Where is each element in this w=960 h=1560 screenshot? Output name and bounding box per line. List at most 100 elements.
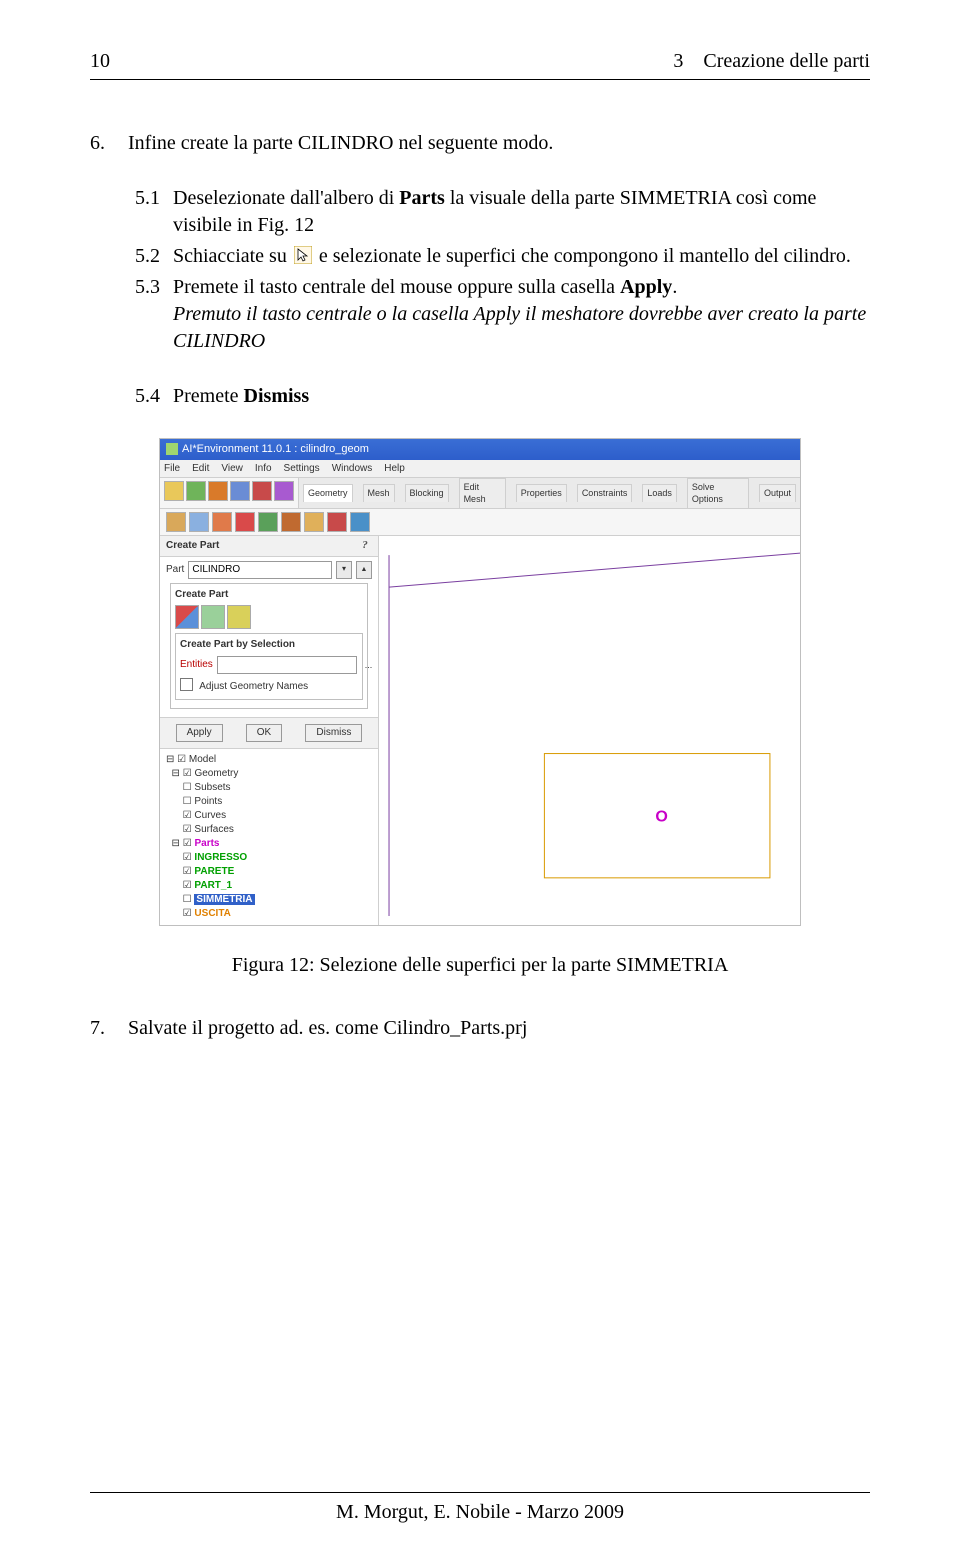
tree-surfaces[interactable]: ☑ Surfaces [166, 823, 372, 837]
item-number: 5.4 [135, 383, 173, 410]
ribbon-icon[interactable] [327, 512, 347, 532]
more-icon[interactable]: ... [365, 659, 373, 671]
up-icon[interactable]: ▲ [356, 561, 372, 579]
ribbon-icon[interactable] [166, 512, 186, 532]
ribbon-icons [160, 509, 800, 536]
tab-output[interactable]: Output [759, 484, 796, 501]
tree-uscita[interactable]: ☑ USCITA [166, 907, 372, 921]
menu-settings[interactable]: Settings [284, 462, 320, 476]
screenshot-window: AI*Environment 11.0.1 : cilindro_geom Fi… [159, 438, 801, 926]
tab-geometry[interactable]: Geometry [303, 484, 353, 501]
item-text: Premete Dismiss [173, 383, 870, 410]
model-tree: ⊟ ☑ Model ⊟ ☑ Geometry ☐ Subsets ☐ Point… [160, 748, 378, 925]
panel-body: Part ▾ ▲ Create Part [160, 557, 378, 718]
tab-solve[interactable]: Solve Options [687, 478, 749, 507]
item-number: 5.1 [135, 185, 173, 239]
tab-mesh[interactable]: Mesh [363, 484, 395, 501]
toolbar-icon[interactable] [230, 481, 250, 501]
item-5-4: 5.4 Premete Dismiss [135, 383, 870, 410]
page-header: 10 3 Creazione delle parti [90, 50, 870, 73]
ribbon-icon[interactable] [258, 512, 278, 532]
toolbar-icon[interactable] [274, 481, 294, 501]
toolbar: Geometry Mesh Blocking Edit Mesh Propert… [160, 478, 800, 508]
tree-points[interactable]: ☐ Points [166, 795, 372, 809]
canvas-svg: O [379, 536, 800, 925]
item-6: 6. Infine create la parte CILINDRO nel s… [90, 130, 870, 157]
toolbar-icon[interactable] [186, 481, 206, 501]
tree-geometry[interactable]: ⊟ ☑ Geometry [166, 767, 372, 781]
menu-file[interactable]: File [164, 462, 180, 476]
window-titlebar[interactable]: AI*Environment 11.0.1 : cilindro_geom [160, 439, 800, 460]
tool-icon[interactable] [175, 605, 199, 629]
item-text: Salvate il progetto ad. es. come Cilindr… [128, 1015, 870, 1042]
item-text: Deselezionate dall'albero di Parts la vi… [173, 185, 870, 239]
toolbar-icon[interactable] [208, 481, 228, 501]
item-7: 7. Salvate il progetto ad. es. come Cili… [90, 1015, 870, 1042]
menu-view[interactable]: View [221, 462, 243, 476]
figure-caption: Figura 12: Selezione delle superfici per… [90, 952, 870, 979]
menubar: File Edit View Info Settings Windows Hel… [160, 460, 800, 479]
tree-root[interactable]: ⊟ ☑ Model [166, 753, 372, 767]
ok-button[interactable]: OK [246, 724, 282, 742]
page: 10 3 Creazione delle parti 6. Infine cre… [0, 0, 960, 1560]
entities-row: Entities ... [180, 656, 358, 674]
create-part-box: Create Part Create Part by Selection Ent… [170, 583, 368, 710]
menu-info[interactable]: Info [255, 462, 272, 476]
svg-text:O: O [655, 807, 667, 825]
tool-icon[interactable] [227, 605, 251, 629]
page-number: 10 [90, 50, 110, 73]
subsection-title: Create Part by Selection [180, 638, 358, 652]
dropdown-icon[interactable]: ▾ [336, 561, 352, 579]
item-5-2: 5.2 Schiacciate su e selezionate le supe… [135, 243, 870, 270]
section-header: 3 Creazione delle parti [673, 50, 870, 73]
tab-properties[interactable]: Properties [516, 484, 567, 501]
tab-constraints[interactable]: Constraints [577, 484, 633, 501]
item-number: 6. [90, 130, 128, 157]
help-icon[interactable]: ? [358, 539, 372, 553]
menu-edit[interactable]: Edit [192, 462, 209, 476]
adjust-checkbox[interactable] [180, 678, 193, 691]
ribbon-icon[interactable] [212, 512, 232, 532]
item-text: Infine create la parte CILINDRO nel segu… [128, 130, 870, 157]
ribbon-icon[interactable] [350, 512, 370, 532]
toolbar-icon[interactable] [164, 481, 184, 501]
tree-ingresso[interactable]: ☑ INGRESSO [166, 851, 372, 865]
ribbon-icon[interactable] [189, 512, 209, 532]
tab-editmesh[interactable]: Edit Mesh [459, 478, 506, 507]
menu-windows[interactable]: Windows [332, 462, 373, 476]
ribbon-icon[interactable] [281, 512, 301, 532]
create-part-icons [175, 605, 363, 629]
tree-curves[interactable]: ☑ Curves [166, 809, 372, 823]
tab-blocking[interactable]: Blocking [405, 484, 449, 501]
tree-part1[interactable]: ☑ PART_1 [166, 879, 372, 893]
item-number: 7. [90, 1015, 128, 1042]
ribbon-icon[interactable] [304, 512, 324, 532]
tree-subsets[interactable]: ☐ Subsets [166, 781, 372, 795]
part-label: Part [166, 563, 184, 577]
tool-icon[interactable] [201, 605, 225, 629]
footer-rule [90, 1492, 870, 1493]
part-row: Part ▾ ▲ [166, 561, 372, 579]
ribbon-icon[interactable] [235, 512, 255, 532]
apply-button[interactable]: Apply [176, 724, 223, 742]
tab-loads[interactable]: Loads [642, 484, 677, 501]
selection-box: Create Part by Selection Entities ... [175, 633, 363, 700]
toolbar-icon[interactable] [252, 481, 272, 501]
section-number: 3 [673, 50, 683, 72]
item-number: 5.3 [135, 274, 173, 355]
dismiss-button[interactable]: Dismiss [305, 724, 362, 742]
body: 6. Infine create la parte CILINDRO nel s… [90, 130, 870, 1042]
left-panel: Create Part ? Part ▾ ▲ Create Part [160, 536, 379, 925]
ribbon-tabs: Geometry Mesh Blocking Edit Mesh Propert… [299, 478, 800, 507]
tree-parete[interactable]: ☑ PARETE [166, 865, 372, 879]
cursor-icon [294, 245, 312, 263]
canvas[interactable]: O [379, 536, 800, 925]
header-rule [90, 79, 870, 80]
fieldset-title: Create Part [175, 588, 363, 602]
tree-simmetria[interactable]: ☐ SIMMETRIA [166, 893, 372, 907]
menu-help[interactable]: Help [384, 462, 405, 476]
entities-input[interactable] [217, 656, 357, 674]
tree-parts[interactable]: ⊟ ☑ Parts [166, 837, 372, 851]
part-input[interactable] [188, 561, 332, 579]
button-row: Apply OK Dismiss [160, 717, 378, 748]
